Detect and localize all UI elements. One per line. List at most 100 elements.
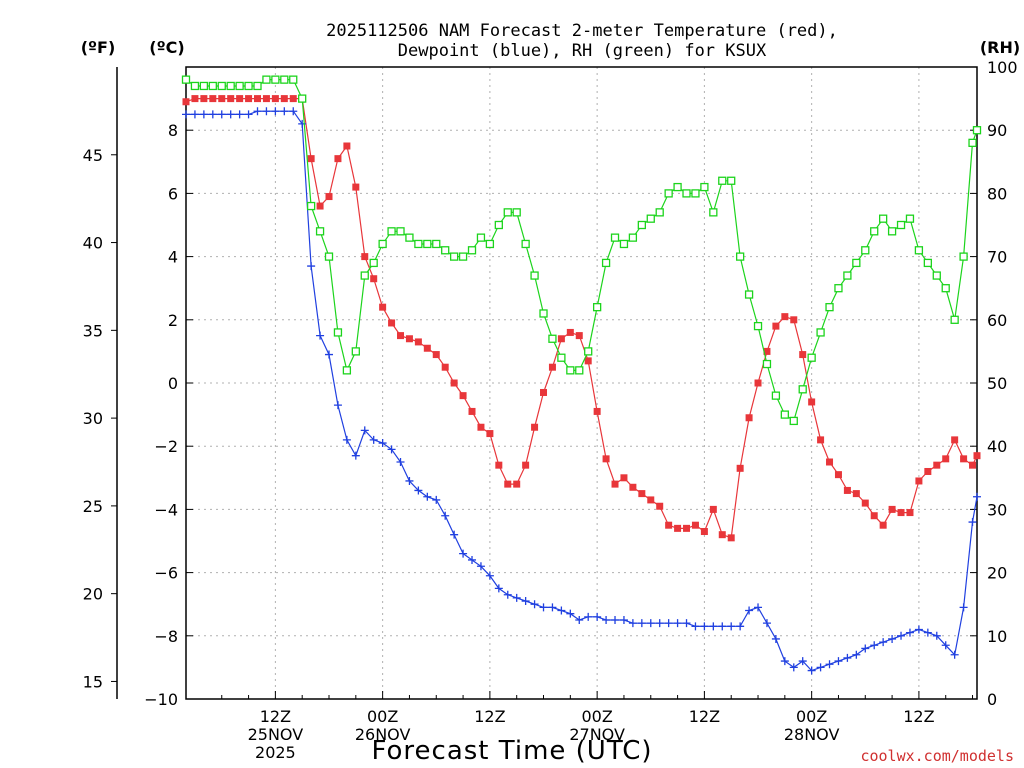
temperature-point xyxy=(325,193,333,201)
dewpoint-point xyxy=(771,634,780,643)
temperature-point xyxy=(245,95,253,103)
temperature-point xyxy=(423,344,431,352)
dewpoint-point xyxy=(468,555,477,564)
dewpoint-point xyxy=(333,401,342,410)
temperature-point xyxy=(888,505,896,513)
rh-point xyxy=(530,271,539,280)
temperature-point xyxy=(969,461,977,469)
rh-point xyxy=(896,220,906,230)
temperature-point xyxy=(763,347,771,355)
dewpoint-point xyxy=(789,663,798,672)
temperature-point xyxy=(352,183,360,191)
dewpoint-point xyxy=(914,625,923,634)
temperature-point xyxy=(557,335,565,343)
dewpoint-point xyxy=(602,616,611,624)
rh-point xyxy=(655,208,664,217)
rh-point xyxy=(423,239,432,249)
dewpoint-point xyxy=(360,426,369,435)
temperature-point xyxy=(736,464,744,472)
dewpoint-point xyxy=(316,331,325,340)
dewpoint-point xyxy=(628,619,637,628)
rh-point xyxy=(950,315,959,324)
rh-point xyxy=(539,309,548,318)
rh-point xyxy=(709,208,718,217)
rh-point xyxy=(825,303,834,312)
temperature-point xyxy=(973,452,981,460)
fahrenheit-tick-label: 40 xyxy=(83,234,103,253)
rh-point xyxy=(199,81,209,91)
dewpoint-point xyxy=(414,486,423,495)
temperature-point xyxy=(271,95,279,103)
axes xyxy=(111,66,978,700)
dewpoint-point xyxy=(182,110,190,119)
temperature-point xyxy=(656,502,664,510)
chart-title-line1: 2025112506 NAM Forecast 2-meter Temperat… xyxy=(326,21,838,41)
rh-point xyxy=(610,233,620,242)
rh-point xyxy=(972,126,982,135)
rh-point xyxy=(360,271,369,280)
rh-point xyxy=(289,75,298,84)
rh-point xyxy=(682,189,691,198)
rh-tick-label: 20 xyxy=(987,564,1007,583)
dewpoint-point xyxy=(521,597,530,606)
rh-point xyxy=(396,227,405,236)
rh-point xyxy=(494,220,503,230)
rh-point xyxy=(735,252,745,261)
temperature-point xyxy=(316,202,324,210)
x-tick-label: 26NOV xyxy=(355,725,411,744)
rh-point xyxy=(280,75,289,84)
dewpoint-point xyxy=(190,110,199,119)
dewpoint-point xyxy=(593,612,602,621)
rh-point xyxy=(673,182,682,192)
x-tick-label: 25NOV xyxy=(248,725,304,744)
temperature-point xyxy=(584,357,592,365)
rh-point xyxy=(834,284,843,293)
celsius-tick-label: 2 xyxy=(168,311,178,330)
x-tick-label: 12Z xyxy=(903,707,934,726)
dewpoint-point xyxy=(539,603,548,612)
temperature-point xyxy=(191,95,199,103)
rh-point xyxy=(521,239,530,249)
temperature-point xyxy=(924,467,932,475)
dewpoint-point xyxy=(441,511,450,520)
rh-point xyxy=(512,208,521,217)
dewpoint-point xyxy=(646,619,655,628)
temperature-point xyxy=(951,436,959,444)
celsius-tick-label: 4 xyxy=(168,248,178,267)
rh-point xyxy=(333,328,343,337)
tick-labels: 86420−2−4−6−8−10100908070605040302010045… xyxy=(83,58,1018,762)
dewpoint-point xyxy=(530,600,539,609)
rh-point xyxy=(664,189,673,198)
rh-point xyxy=(271,75,280,84)
rh-point xyxy=(432,239,441,249)
temperature-point xyxy=(218,95,226,103)
temperature-point xyxy=(647,496,655,504)
rh-point xyxy=(575,366,584,375)
rh-unit-label: (RH) xyxy=(980,38,1020,57)
rh-point xyxy=(637,220,646,230)
rh-point xyxy=(727,176,736,185)
rh-point xyxy=(441,246,450,255)
dewpoint-point xyxy=(950,650,959,659)
x-axis-label: Forecast Time (UTC) xyxy=(371,736,652,766)
temperature-point xyxy=(602,455,610,463)
dewpoint-point xyxy=(566,609,575,618)
x-tick-label: 12Z xyxy=(689,707,720,726)
dewpoint-point xyxy=(325,350,334,359)
rh-point xyxy=(700,182,709,192)
dewpoint-point xyxy=(843,653,852,662)
dewpoint-point xyxy=(664,619,673,628)
temperature-point xyxy=(236,95,244,103)
dewpoint-point xyxy=(700,622,709,631)
fahrenheit-unit-label: (ºF) xyxy=(81,38,116,57)
dewpoint-point xyxy=(235,110,244,119)
temperature-point xyxy=(861,499,869,507)
temperature-point xyxy=(942,455,950,463)
dewpoint-point xyxy=(548,603,557,612)
rh-point xyxy=(351,347,360,356)
temperature-point xyxy=(852,490,860,498)
dewpoint-point xyxy=(870,641,879,650)
fahrenheit-tick-label: 35 xyxy=(83,321,103,340)
dewpoint-point xyxy=(253,107,262,116)
credit-text: coolwx.com/models xyxy=(860,747,1014,765)
